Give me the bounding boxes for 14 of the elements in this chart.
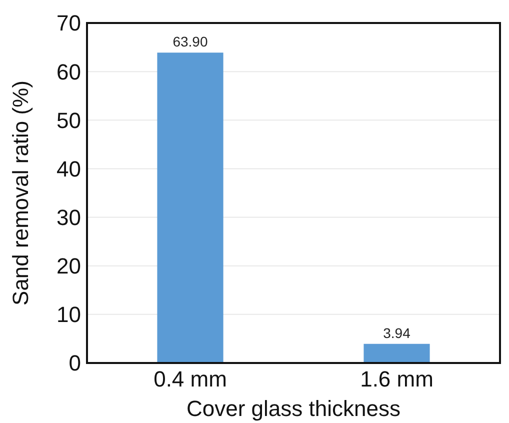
y-tick-label: 70 [56,10,81,36]
y-tick-label: 20 [56,254,81,279]
y-tick-label: 40 [56,156,81,182]
x-axis-title: Cover glass thickness [186,396,400,421]
y-tick-label: 50 [56,108,81,133]
y-tick-label: 60 [56,59,81,84]
data-label: 3.94 [383,324,411,341]
x-tick-label: 0.4 mm [154,366,227,392]
y-tick-label: 0 [68,350,81,376]
y-tick-label: 10 [56,302,81,328]
x-tick-label: 1.6 mm [360,366,434,392]
y-tick-label: 30 [56,204,81,230]
y-axis-title: Sand removal ratio (%) [8,80,33,306]
data-label: 63.90 [172,34,208,50]
